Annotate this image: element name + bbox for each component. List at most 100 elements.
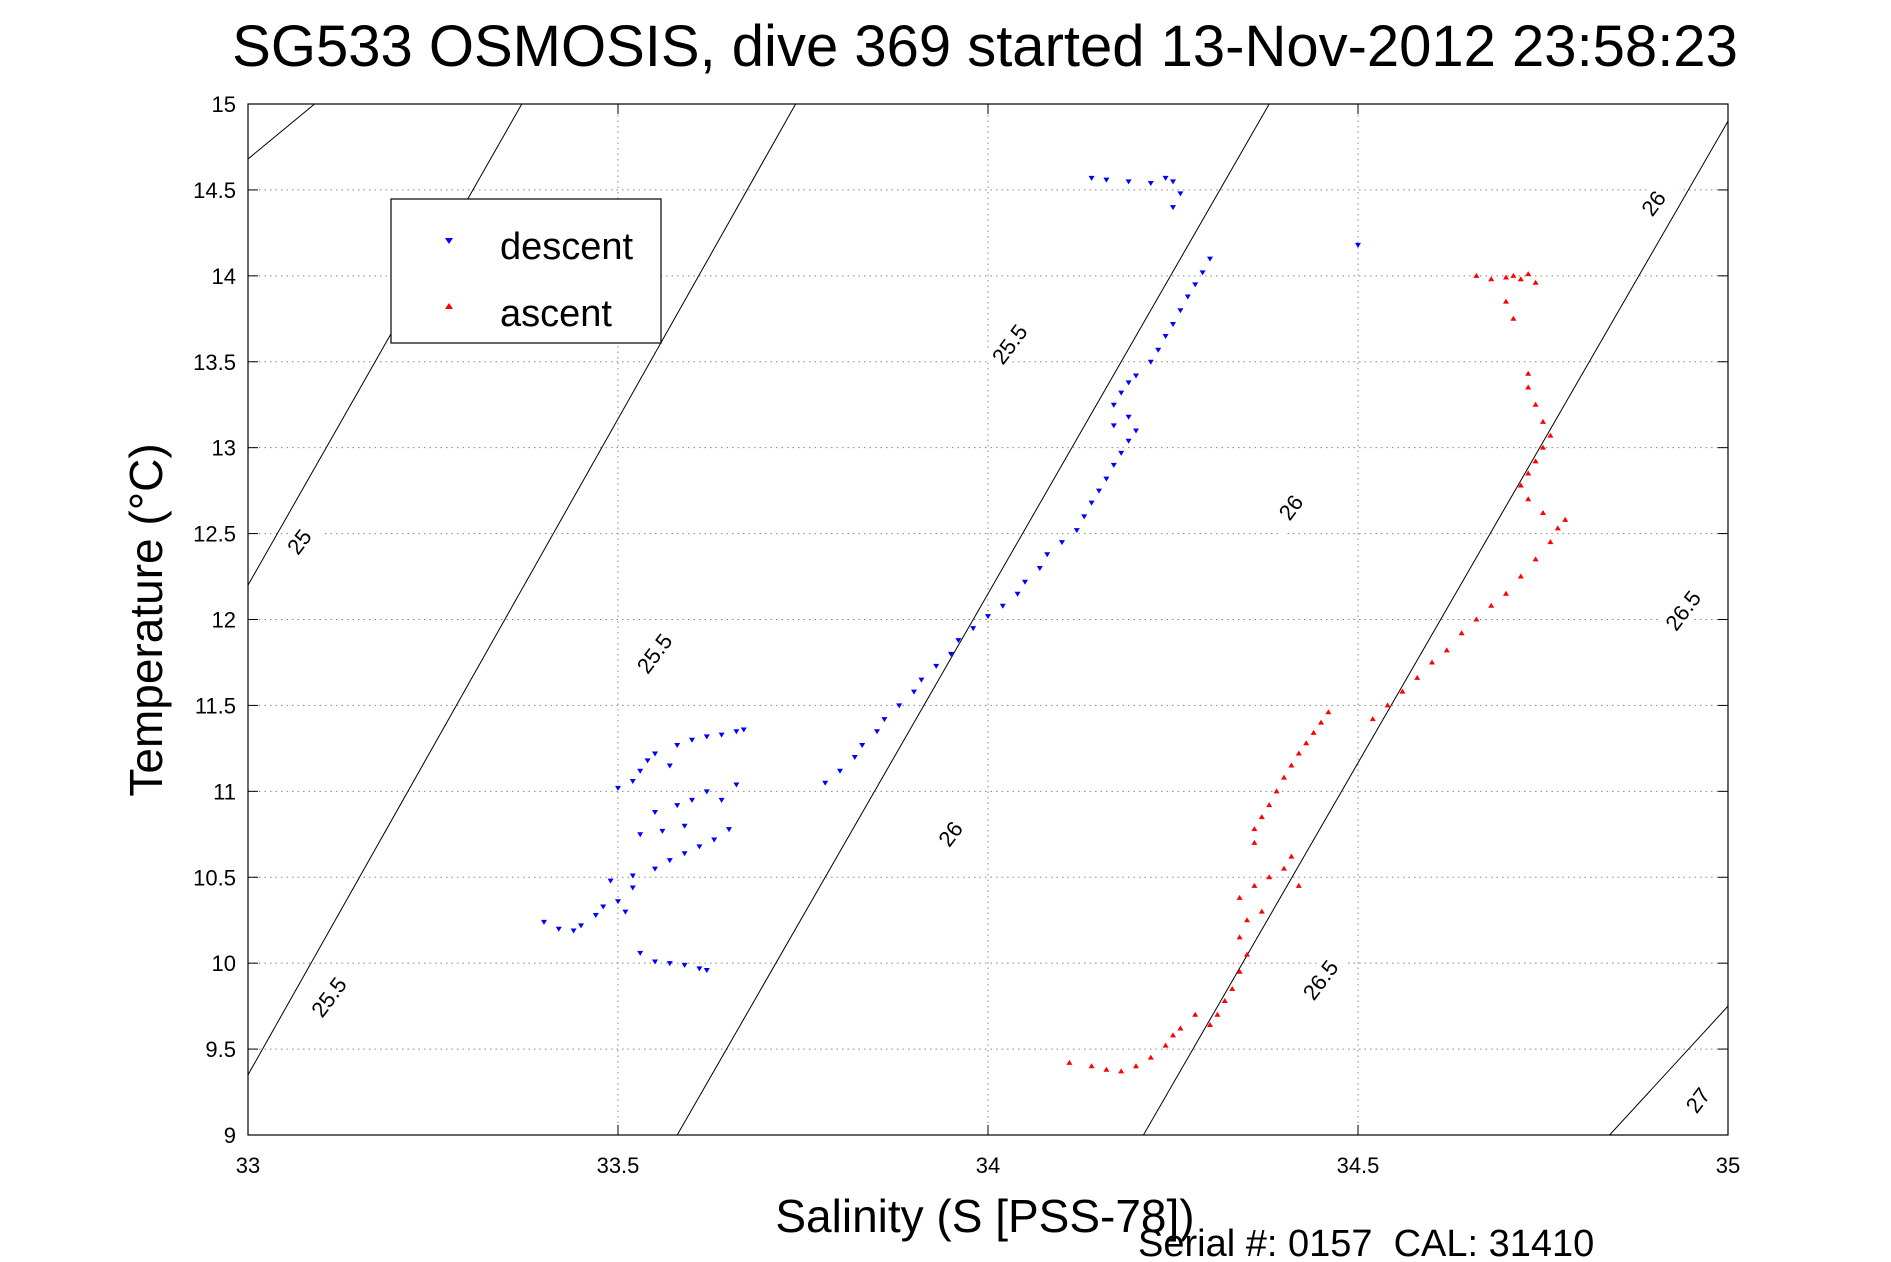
descent-point bbox=[1118, 450, 1125, 456]
ascent-point bbox=[1525, 496, 1532, 502]
descent-point bbox=[1059, 540, 1065, 546]
x-tick-label: 34.5 bbox=[1337, 1153, 1380, 1178]
descent-point bbox=[918, 677, 925, 683]
ascent-point bbox=[1318, 719, 1324, 725]
descent-point bbox=[740, 727, 747, 733]
descent-point bbox=[689, 797, 695, 803]
y-tick-label: 10 bbox=[212, 951, 236, 976]
ascent-point bbox=[1510, 272, 1517, 278]
chart-title: SG533 OSMOSIS, dive 369 started 13-Nov-2… bbox=[232, 14, 1738, 79]
y-tick-label: 14 bbox=[212, 264, 236, 289]
descent-point bbox=[1199, 270, 1206, 276]
descent-point bbox=[578, 923, 584, 929]
ascent-point bbox=[1066, 1059, 1073, 1065]
descent-point bbox=[674, 742, 681, 748]
ascent-point bbox=[1236, 894, 1243, 900]
descent-point bbox=[711, 837, 718, 843]
descent-point bbox=[1110, 462, 1117, 468]
descent-point bbox=[999, 603, 1006, 609]
ascent-point bbox=[1310, 729, 1317, 735]
descent-point bbox=[822, 780, 829, 786]
contour-label-bg bbox=[301, 966, 356, 1028]
descent-point bbox=[1044, 552, 1051, 558]
contour-label-bg bbox=[982, 313, 1037, 375]
descent-point bbox=[652, 809, 658, 815]
ascent-point bbox=[1118, 1068, 1125, 1074]
descent-point bbox=[881, 717, 888, 723]
ascent-point bbox=[1244, 951, 1250, 957]
ascent-point bbox=[1266, 802, 1273, 808]
descent-point bbox=[1118, 390, 1125, 396]
isopycnal-line bbox=[1609, 1005, 1728, 1135]
contour-label-bg bbox=[922, 803, 978, 864]
descent-point bbox=[541, 919, 547, 925]
ascent-point bbox=[1473, 616, 1480, 622]
grid bbox=[248, 104, 1728, 1135]
descent-point bbox=[652, 866, 658, 872]
descent-point bbox=[955, 638, 962, 644]
ascent-point bbox=[1532, 279, 1539, 285]
ascent-point bbox=[1503, 298, 1509, 304]
y-axis-label: Temperature (°C) bbox=[120, 443, 172, 796]
ascent-point bbox=[1170, 1032, 1176, 1038]
descent-point bbox=[1088, 175, 1095, 181]
descent-point bbox=[696, 844, 703, 850]
descent-point bbox=[1170, 179, 1176, 185]
descent-point bbox=[1133, 428, 1139, 434]
isopycnal-line bbox=[248, 104, 315, 160]
descent-point bbox=[681, 823, 688, 829]
data-points bbox=[541, 175, 1569, 1074]
ascent-point bbox=[1177, 1025, 1184, 1031]
ascent-point bbox=[1384, 702, 1391, 708]
descent-point bbox=[1147, 359, 1154, 365]
descent-point bbox=[718, 797, 725, 803]
ascent-point bbox=[1369, 716, 1376, 722]
descent-point bbox=[1170, 321, 1176, 327]
descent-point bbox=[1207, 256, 1213, 262]
descent-point bbox=[1103, 476, 1110, 482]
contour-label-bg bbox=[1625, 172, 1681, 234]
ascent-point bbox=[1325, 709, 1332, 715]
ascent-point bbox=[1288, 853, 1295, 859]
ascent-point bbox=[1488, 602, 1495, 608]
descent-point bbox=[1184, 294, 1191, 300]
ascent-point bbox=[1214, 1011, 1221, 1017]
descent-point bbox=[985, 614, 991, 620]
descent-point bbox=[1110, 402, 1117, 408]
ascent-point bbox=[1540, 509, 1546, 515]
ascent-point bbox=[1221, 997, 1228, 1003]
descent-point bbox=[1073, 528, 1080, 534]
ascent-point bbox=[1458, 630, 1465, 636]
y-tick-label: 13 bbox=[212, 436, 236, 461]
ascent-point bbox=[1540, 418, 1546, 424]
descent-point bbox=[696, 966, 703, 972]
ascent-point bbox=[1103, 1066, 1110, 1072]
ascent-point bbox=[1443, 647, 1450, 653]
ascent-point bbox=[1517, 482, 1524, 488]
ascent-point bbox=[1273, 788, 1280, 794]
descent-point bbox=[570, 928, 577, 934]
descent-point bbox=[681, 962, 688, 968]
ascent-point bbox=[1162, 1042, 1169, 1048]
ascent-point bbox=[1251, 826, 1258, 832]
ascent-point bbox=[1281, 774, 1287, 780]
descent-point bbox=[674, 803, 681, 809]
x-tick-label: 34 bbox=[976, 1153, 1000, 1178]
descent-point bbox=[637, 950, 644, 956]
ascent-point bbox=[1503, 590, 1509, 596]
ascent-point bbox=[1562, 516, 1569, 522]
legend-descent-marker bbox=[445, 238, 453, 244]
x-tick-label: 35 bbox=[1716, 1153, 1740, 1178]
ascent-point bbox=[1147, 1054, 1154, 1060]
descent-point bbox=[874, 729, 880, 735]
contour-label-bg bbox=[626, 623, 682, 684]
y-tick-label: 9 bbox=[224, 1123, 236, 1148]
y-tick-label: 9.5 bbox=[205, 1037, 236, 1062]
y-tick-label: 13.5 bbox=[193, 350, 236, 375]
descent-point bbox=[1125, 414, 1132, 420]
descent-point bbox=[718, 732, 725, 738]
ascent-point bbox=[1088, 1063, 1095, 1069]
descent-point bbox=[666, 858, 673, 864]
descent-point bbox=[1192, 282, 1199, 288]
ascent-point bbox=[1473, 272, 1480, 278]
